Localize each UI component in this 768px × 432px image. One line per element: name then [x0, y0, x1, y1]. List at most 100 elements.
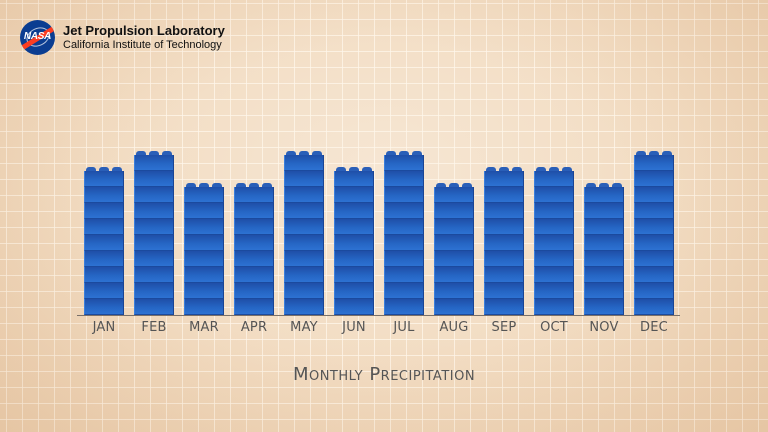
- brick: [484, 283, 524, 299]
- brick: [134, 171, 174, 187]
- brick: [484, 203, 524, 219]
- x-tick-label: JUL: [393, 320, 415, 335]
- brick: [634, 219, 674, 235]
- brick: [84, 219, 124, 235]
- brick: [384, 235, 424, 251]
- brick: [434, 251, 474, 267]
- brick: [484, 235, 524, 251]
- brick: [84, 203, 124, 219]
- brick: [184, 299, 224, 315]
- x-axis-line: [77, 315, 680, 316]
- brick: [334, 299, 374, 315]
- bar-jun: [334, 167, 374, 315]
- brick: [84, 267, 124, 283]
- brick: [284, 235, 324, 251]
- brick: [134, 203, 174, 219]
- brick: [384, 299, 424, 315]
- bar-aug: [434, 183, 474, 315]
- bar-sep: [484, 167, 524, 315]
- brick: [584, 251, 624, 267]
- brick: [484, 251, 524, 267]
- x-tick-label: AUG: [439, 320, 469, 335]
- brick-studs: [284, 151, 324, 155]
- brick: [584, 187, 624, 203]
- brick: [184, 283, 224, 299]
- brick: [134, 235, 174, 251]
- bar-apr: [234, 183, 274, 315]
- x-tick-label: NOV: [589, 320, 619, 335]
- brick: [584, 299, 624, 315]
- org-subtitle: California Institute of Technology: [63, 38, 222, 51]
- brick: [184, 219, 224, 235]
- x-tick-label: MAR: [189, 320, 219, 335]
- brick: [384, 267, 424, 283]
- bar-may: [284, 151, 324, 315]
- brick-studs: [234, 183, 274, 187]
- brick: [134, 155, 174, 171]
- brick: [634, 283, 674, 299]
- brick-studs: [484, 167, 524, 171]
- brick: [84, 299, 124, 315]
- brick-studs: [384, 151, 424, 155]
- brick: [284, 203, 324, 219]
- brick-studs: [634, 151, 674, 155]
- brick: [234, 251, 274, 267]
- brick: [484, 299, 524, 315]
- brick: [334, 219, 374, 235]
- brick: [634, 267, 674, 283]
- brick: [584, 235, 624, 251]
- x-tick-label: DEC: [640, 320, 668, 335]
- brick: [334, 235, 374, 251]
- brick: [284, 267, 324, 283]
- brick: [384, 283, 424, 299]
- brick: [284, 187, 324, 203]
- brick: [434, 187, 474, 203]
- brick: [384, 203, 424, 219]
- brick: [234, 299, 274, 315]
- brick: [134, 251, 174, 267]
- brick: [434, 299, 474, 315]
- brick: [434, 267, 474, 283]
- bar-oct: [534, 167, 574, 315]
- brick: [234, 203, 274, 219]
- brick: [134, 299, 174, 315]
- brick: [134, 283, 174, 299]
- brick: [484, 219, 524, 235]
- brick: [284, 171, 324, 187]
- brick: [534, 171, 574, 187]
- brick: [534, 235, 574, 251]
- brick: [334, 267, 374, 283]
- brick: [84, 187, 124, 203]
- brick-studs: [84, 167, 124, 171]
- x-tick-label: OCT: [540, 320, 568, 335]
- brick: [284, 219, 324, 235]
- bar-jan: [84, 167, 124, 315]
- org-title: Jet Propulsion Laboratory: [63, 22, 225, 38]
- brick: [334, 187, 374, 203]
- brick: [434, 283, 474, 299]
- brick: [84, 283, 124, 299]
- brick-studs: [434, 183, 474, 187]
- brick: [84, 235, 124, 251]
- brick: [184, 203, 224, 219]
- brick: [634, 203, 674, 219]
- brick: [384, 251, 424, 267]
- brick: [534, 203, 574, 219]
- bar-mar: [184, 183, 224, 315]
- brick: [534, 267, 574, 283]
- brick: [334, 283, 374, 299]
- brick: [134, 267, 174, 283]
- brick: [284, 155, 324, 171]
- brick: [434, 203, 474, 219]
- brick-studs: [184, 183, 224, 187]
- brick: [184, 267, 224, 283]
- brick: [484, 267, 524, 283]
- bar-jul: [384, 151, 424, 315]
- brick: [534, 187, 574, 203]
- brick: [584, 203, 624, 219]
- brick: [84, 251, 124, 267]
- x-tick-label: MAY: [290, 320, 318, 335]
- brick: [634, 155, 674, 171]
- brick: [534, 251, 574, 267]
- brick: [334, 251, 374, 267]
